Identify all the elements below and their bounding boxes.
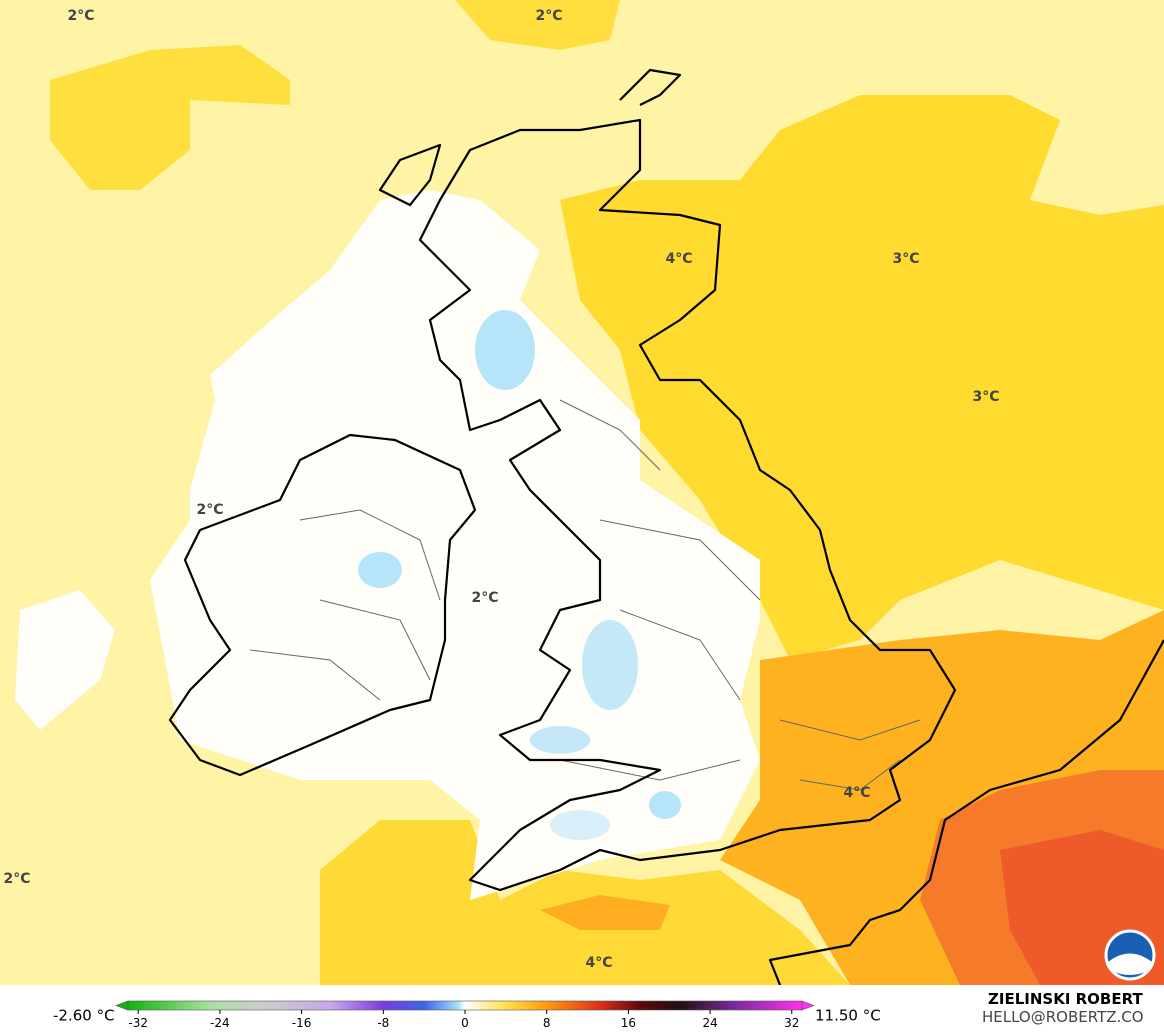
colorbar-tick-label: -16 [292, 1016, 312, 1030]
colorbar-tick-label: 16 [621, 1016, 636, 1030]
coastline [619, 68, 682, 106]
contour-label: 2°C [196, 502, 223, 518]
author: ZIELINSKI ROBERT [988, 990, 1143, 1008]
temp-region [150, 190, 760, 900]
contour-label: 4°C [665, 251, 692, 267]
cold-patch [550, 810, 610, 840]
temp-region [560, 95, 1164, 660]
cold-patch [649, 791, 681, 819]
contour-label: 2°C [3, 871, 30, 887]
contour-labels: 2°C 2°C 4°C 3°C 3°C 2°C 2°C 4°C 2°C 4°C [3, 8, 999, 971]
colorbar-tick-label: 32 [784, 1016, 799, 1030]
colorbar-tick-label: 8 [543, 1016, 551, 1030]
cold-patch [530, 726, 590, 754]
colorbar-tick-label: -24 [210, 1016, 230, 1030]
noaa-logo-wave [1108, 953, 1152, 975]
colorbar-min: -2.60 °C [53, 1007, 115, 1025]
temp-region [455, 0, 620, 50]
colorbar-tick-label: 24 [702, 1016, 717, 1030]
contour-label: 4°C [585, 955, 612, 971]
map [0, 0, 1164, 986]
colorbar-tick-label: -8 [377, 1016, 389, 1030]
contour-label: 3°C [972, 389, 999, 405]
region-border [249, 399, 921, 791]
temp-region [50, 45, 290, 190]
coastline [418, 118, 957, 892]
contour-label: 2°C [535, 8, 562, 24]
colorbar-bar [127, 1000, 803, 1011]
cold-patch [358, 552, 402, 588]
contour-label: 2°C [67, 8, 94, 24]
colorbar-tick-label: -32 [128, 1016, 148, 1030]
contact: HELLO@ROBERTZ.CO [982, 1008, 1144, 1026]
cold-patch [475, 310, 535, 390]
temp-region [15, 590, 115, 730]
contour-label: 2°C [471, 590, 498, 606]
colorbar: -32 -24 -16 -8 0 8 16 24 32 -2.60 °C 11.50 °C [0, 985, 1164, 1035]
coastline [378, 143, 442, 207]
coastline [168, 433, 477, 777]
contour-label: 3°C [892, 251, 919, 267]
cold-patch [582, 620, 638, 710]
contour-label: 4°C [843, 785, 870, 801]
colorbar-max: 11.50 °C [815, 1007, 881, 1025]
temp-region [540, 895, 670, 930]
colorbar-tick-label: 0 [461, 1016, 469, 1030]
coastline [768, 639, 1164, 986]
